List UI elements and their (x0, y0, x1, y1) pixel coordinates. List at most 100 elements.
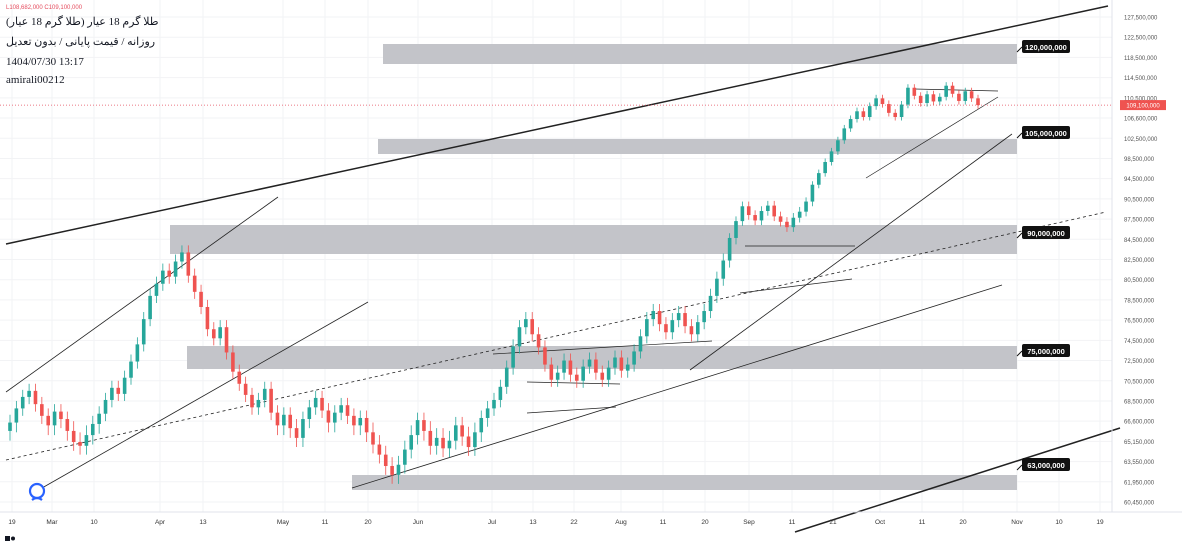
candle (243, 376, 248, 403)
x-tick-label: 11 (919, 519, 926, 526)
candle (861, 107, 866, 121)
candle (345, 397, 350, 424)
candle (581, 359, 585, 388)
candle (339, 397, 343, 421)
candle (657, 303, 662, 332)
candle (415, 412, 420, 445)
candle (918, 92, 923, 107)
candle (823, 158, 827, 177)
candle (110, 380, 114, 408)
candle (568, 353, 573, 382)
candle (759, 206, 764, 226)
candle (434, 428, 439, 455)
candle (791, 213, 796, 232)
candle (683, 305, 687, 334)
current-price-text: 109,100,000 (1126, 104, 1160, 110)
candle (555, 365, 560, 387)
candle (65, 411, 70, 441)
candle (969, 87, 974, 102)
level-label: 75,000,000 (1016, 344, 1070, 357)
candle (154, 276, 159, 303)
x-axis: 19 Mar 10 Apr 13 May 11 20 Jun Jul 13 22 Aug 11 20 Sep 1… (0, 511, 1182, 526)
y-tick-label: 66,600,000 (1124, 420, 1155, 426)
candle (90, 415, 95, 445)
candle (466, 426, 471, 456)
candle (645, 312, 649, 344)
candle (428, 421, 433, 455)
candle (294, 419, 299, 448)
mid-trendline (351, 284, 1003, 489)
y-tick-label: 76,500,000 (1124, 319, 1155, 325)
candle (377, 435, 382, 464)
indicator-icon[interactable] (28, 482, 46, 501)
level-text: 75,000,000 (1027, 347, 1065, 356)
candle (753, 210, 757, 226)
candle (186, 245, 191, 283)
candle (536, 327, 541, 355)
candle (562, 353, 566, 380)
price-zone (352, 475, 1017, 490)
candle (78, 432, 82, 455)
x-tick-label: Jul (488, 519, 497, 526)
x-tick-label: Mar (46, 519, 58, 526)
early-channel-bottom (41, 301, 369, 489)
candle (613, 350, 617, 375)
candle (976, 94, 980, 109)
candle (218, 320, 222, 346)
candle (288, 407, 293, 438)
x-tick-label: 20 (959, 519, 967, 526)
candle (950, 82, 955, 98)
candle (778, 211, 783, 227)
y-tick-label: 78,500,000 (1124, 298, 1155, 304)
candle (899, 100, 904, 121)
level-text: 63,000,000 (1027, 461, 1065, 470)
y-tick-label: 114,500,000 (1124, 76, 1158, 82)
candle (504, 360, 509, 394)
x-tick-label: 20 (701, 519, 709, 526)
ohlc-readout: L108,682,000 C109,100,000 (6, 5, 83, 11)
x-tick-label: 10 (90, 519, 98, 526)
level-label: 120,000,000 (1016, 40, 1070, 53)
candle (530, 312, 535, 342)
candle (383, 445, 388, 475)
grid (0, 0, 1112, 512)
candle (816, 169, 821, 189)
candle (836, 136, 840, 155)
x-tick-label: 11 (789, 519, 796, 526)
x-tick-label: 10 (1055, 519, 1063, 526)
candle (20, 389, 25, 416)
current-price-tag: 109,100,000 (1120, 100, 1166, 111)
candle (957, 90, 961, 105)
triangle-bottom (865, 96, 999, 179)
price-zone (378, 139, 1017, 154)
price-zone (383, 44, 1017, 64)
candle (912, 84, 917, 100)
candle (364, 410, 369, 443)
candle (600, 365, 605, 387)
y-tick-label: 110,500,000 (1124, 96, 1158, 102)
candle (594, 352, 598, 380)
candle (40, 396, 44, 424)
candle (651, 303, 656, 327)
level-text: 105,000,000 (1025, 129, 1067, 138)
candle (275, 405, 280, 436)
candle (205, 299, 210, 337)
x-tick-label: Sep (743, 519, 755, 526)
price-zone (187, 346, 1017, 369)
candle (332, 405, 337, 433)
candle (893, 109, 898, 121)
candle (27, 383, 31, 405)
support-resistance-zones (170, 44, 1017, 490)
price-zone (170, 225, 1017, 254)
candle (740, 201, 745, 226)
y-tick-label: 127,500,000 (1124, 16, 1158, 22)
candle (867, 102, 872, 121)
candle (358, 410, 363, 436)
trendlines (0, 5, 1121, 533)
x-tick-label: 20 (364, 519, 372, 526)
steep-trendline (689, 133, 1013, 371)
candle (129, 354, 133, 385)
level-text: 120,000,000 (1025, 43, 1067, 52)
x-tick-label: Jun (413, 519, 424, 526)
